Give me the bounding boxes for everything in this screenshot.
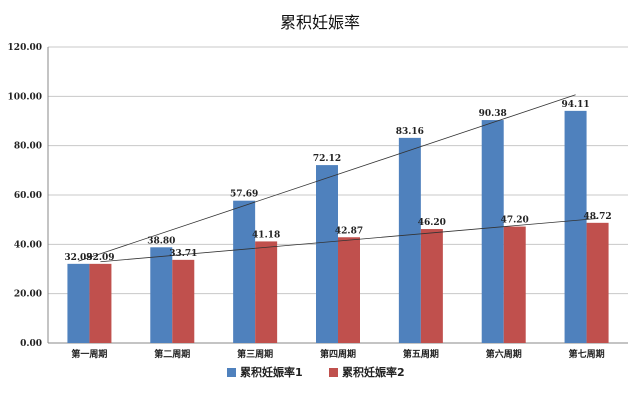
data-label: 90.38 xyxy=(479,109,507,119)
y-tick-label: 100.00 xyxy=(8,92,42,102)
data-label: 33.71 xyxy=(169,249,197,259)
data-label: 47.20 xyxy=(501,216,529,226)
bar xyxy=(316,165,338,343)
data-labels: 32.09 38.80 57.69 72.12 83.16 90.38 94.11 32.09… xyxy=(64,100,611,263)
x-tick-label: 第七周期 xyxy=(569,348,605,360)
data-label: 32.09 xyxy=(86,253,114,263)
bar xyxy=(172,259,195,343)
data-label: 38.80 xyxy=(147,236,175,246)
trendline xyxy=(100,218,598,263)
y-tick-label: 20.00 xyxy=(14,290,42,300)
data-label: 57.69 xyxy=(230,190,258,200)
bar xyxy=(503,226,526,343)
legend: 累积妊娠率1 累积妊娠率2 xyxy=(227,365,405,379)
bar xyxy=(67,263,90,343)
bar xyxy=(338,237,360,343)
chart-title: 累积妊娠率 xyxy=(280,13,360,32)
bar xyxy=(233,200,256,343)
data-label: 46.20 xyxy=(418,218,446,228)
y-tick-label: 60.00 xyxy=(14,191,42,201)
x-tick-label: 第三周期 xyxy=(237,348,273,360)
bars xyxy=(67,110,609,343)
data-label: 42.87 xyxy=(335,226,363,236)
legend-swatch xyxy=(227,368,236,377)
legend-label: 累积妊娠率2 xyxy=(342,365,405,379)
bar xyxy=(255,241,278,343)
y-tick-label: 40.00 xyxy=(14,240,42,250)
x-tick-label: 第五周期 xyxy=(403,348,439,360)
y-tick-label: 80.00 xyxy=(14,142,42,152)
legend-label: 累积妊娠率1 xyxy=(240,365,303,379)
data-label: 83.16 xyxy=(396,127,424,137)
trendlines xyxy=(78,94,598,263)
bar xyxy=(89,263,112,343)
data-label: 32.09 xyxy=(64,253,92,263)
data-label: 94.11 xyxy=(561,100,589,110)
data-label: 72.12 xyxy=(313,154,341,164)
data-label: 41.18 xyxy=(252,230,280,240)
x-tick-label: 第四周期 xyxy=(320,348,356,360)
x-tick-label: 第二周期 xyxy=(154,348,190,360)
y-tick-label: 120.00 xyxy=(8,43,42,53)
x-tick-label: 第一周期 xyxy=(71,348,107,360)
bar xyxy=(586,222,609,343)
bar xyxy=(481,120,504,343)
bar xyxy=(398,137,421,343)
bar xyxy=(564,110,587,343)
bar xyxy=(150,247,173,343)
legend-swatch xyxy=(329,368,338,377)
data-label: 48.72 xyxy=(583,212,611,222)
x-tick-label: 第六周期 xyxy=(486,348,522,360)
trendline xyxy=(78,94,576,262)
bar xyxy=(420,229,443,343)
y-tick-label: 0.00 xyxy=(20,339,42,349)
